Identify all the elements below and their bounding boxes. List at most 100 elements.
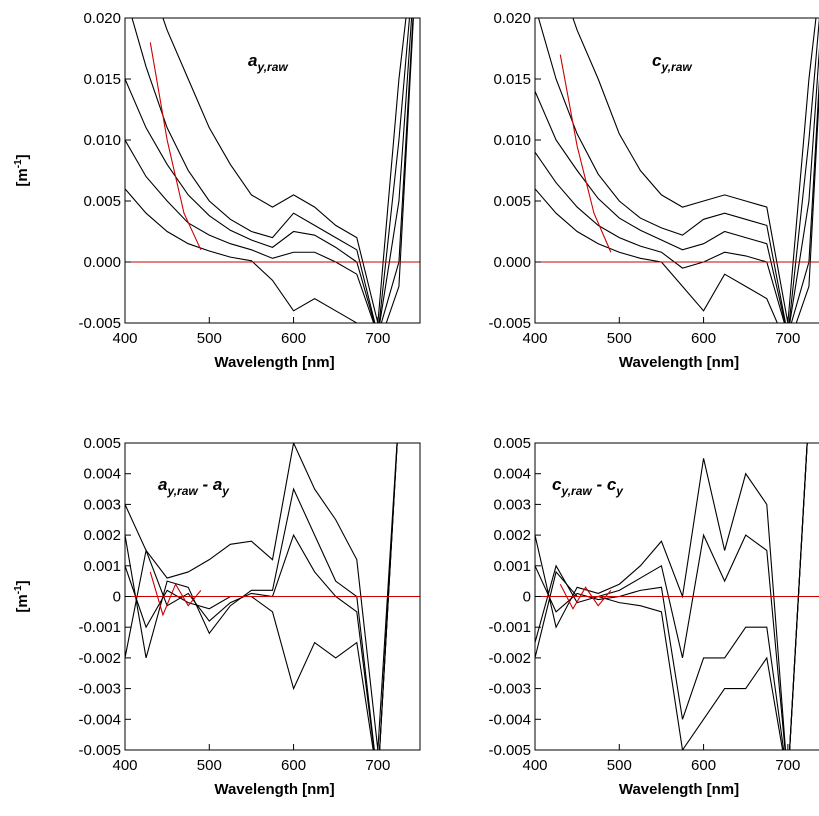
y-tick-label: -0.005 — [488, 315, 531, 332]
y-tick-label: -0.005 — [488, 742, 531, 759]
spectrum-line — [535, 89, 819, 323]
y-tick-label: -0.003 — [78, 681, 121, 698]
spectrum-line — [125, 18, 414, 323]
y-tick-label: 0.004 — [493, 466, 531, 483]
x-tick-label: 700 — [775, 330, 800, 347]
panel: -0.005 0.000 0.005 0.010 0.015 0.020 400 500 600… — [13, 10, 421, 371]
y-label-end: ] — [14, 580, 31, 585]
y-tick-label: 0.000 — [83, 254, 121, 271]
y-axis-label: [m-1] — [13, 580, 31, 612]
y-tick-label: 0 — [523, 589, 531, 606]
spectrum-line — [149, 42, 202, 251]
x-tick-label: 400 — [112, 330, 137, 347]
y-tick-label: 0.000 — [493, 254, 531, 271]
annotation-sub: y,raw — [166, 484, 198, 498]
x-tick-label: 400 — [112, 757, 137, 774]
x-tick-label: 700 — [365, 757, 390, 774]
panel: -0.005 0.000 0.005 0.010 0.015 0.020 400 500 600… — [488, 10, 819, 371]
spectrum-line — [125, 18, 413, 323]
x-tick-label: 700 — [775, 757, 800, 774]
y-axis-label: [m-1] — [13, 154, 31, 186]
annotation-text: c — [652, 51, 662, 70]
y-tick-label: 0.010 — [83, 132, 121, 149]
x-tick-label: 400 — [522, 330, 547, 347]
y-tick-label: 0.002 — [83, 527, 121, 544]
annotation: cy,raw — [652, 51, 692, 74]
y-tick-label: -0.005 — [78, 742, 121, 759]
y-tick-label: 0.001 — [493, 558, 531, 575]
x-axis-label: Wavelength [nm] — [214, 781, 334, 798]
y-tick-label: 0.020 — [493, 10, 531, 27]
y-tick-label: -0.004 — [78, 711, 121, 728]
y-tick-label: -0.001 — [78, 619, 121, 636]
x-tick-label: 500 — [607, 330, 632, 347]
annotation: ay,raw - ay — [158, 475, 230, 498]
x-tick-label: 500 — [197, 757, 222, 774]
x-tick-label: 400 — [522, 757, 547, 774]
panel: -0.005 -0.004 -0.003 -0.002 -0.001 0 0.001 0.00… — [13, 435, 421, 798]
y-label-text: [m — [14, 594, 31, 612]
annotation-sub: y — [221, 484, 230, 498]
y-tick-label: -0.001 — [488, 619, 531, 636]
y-label-sup: -1 — [13, 159, 24, 168]
x-tick-label: 600 — [691, 757, 716, 774]
spectrum-line — [559, 583, 612, 610]
spectrum-line — [125, 18, 414, 323]
plot-area — [125, 443, 420, 750]
annotation: cy,raw - cy — [552, 475, 624, 498]
x-tick-label: 700 — [365, 330, 390, 347]
annotation-text: c — [552, 475, 562, 494]
y-tick-label: 0.020 — [83, 10, 121, 27]
x-tick-label: 600 — [281, 330, 306, 347]
panel: -0.005 -0.004 -0.003 -0.002 -0.001 0 0.001 0.00… — [488, 435, 819, 798]
spectrum-line — [535, 443, 808, 750]
plot-area — [535, 443, 819, 750]
y-tick-label: -0.005 — [78, 315, 121, 332]
annotation: ay,raw — [248, 51, 288, 74]
plot-area — [125, 18, 420, 323]
annotation-text: a — [248, 51, 257, 70]
annotation-sub: y — [615, 484, 624, 498]
x-tick-label: 500 — [607, 757, 632, 774]
spectrum-line — [125, 443, 398, 750]
y-tick-label: 0.001 — [83, 558, 121, 575]
x-axis-label: Wavelength [nm] — [619, 781, 739, 798]
annotation-sub: y,raw — [256, 60, 288, 74]
y-label-text: [m — [14, 168, 31, 186]
spectrum-line — [131, 18, 411, 323]
y-tick-label: -0.002 — [78, 650, 121, 667]
y-tick-label: 0.005 — [83, 193, 121, 210]
spectrum-line — [535, 77, 819, 323]
annotation-sub: y,raw — [560, 484, 592, 498]
y-label-sup: -1 — [13, 585, 24, 594]
annotation-text: a — [158, 475, 167, 494]
y-tick-label: 0.015 — [83, 71, 121, 88]
spectrum-line — [535, 47, 819, 323]
spectrum-line — [559, 54, 612, 253]
y-tick-label: 0.005 — [493, 435, 531, 452]
x-tick-label: 600 — [281, 757, 306, 774]
y-tick-label: -0.004 — [488, 711, 531, 728]
y-tick-label: 0 — [113, 589, 121, 606]
x-tick-label: 600 — [691, 330, 716, 347]
spectrum-line — [125, 443, 398, 750]
spectrum-line — [535, 443, 808, 750]
axes-frame — [534, 17, 819, 324]
spectrum-line — [125, 443, 398, 750]
spectrum-line — [572, 18, 817, 323]
y-tick-label: 0.005 — [83, 435, 121, 452]
y-tick-label: 0.003 — [83, 496, 121, 513]
y-tick-label: 0.005 — [493, 193, 531, 210]
y-tick-label: 0.010 — [493, 132, 531, 149]
y-tick-label: -0.003 — [488, 681, 531, 698]
annotation-text: - c — [592, 475, 617, 494]
axes-frame — [124, 17, 421, 324]
plot-area — [535, 18, 819, 323]
annotation-sub: y,raw — [660, 60, 692, 74]
annotation-text: - a — [198, 475, 223, 494]
x-axis-label: Wavelength [nm] — [619, 354, 739, 371]
x-tick-label: 500 — [197, 330, 222, 347]
y-tick-label: 0.015 — [493, 71, 531, 88]
x-axis-label: Wavelength [nm] — [214, 354, 334, 371]
